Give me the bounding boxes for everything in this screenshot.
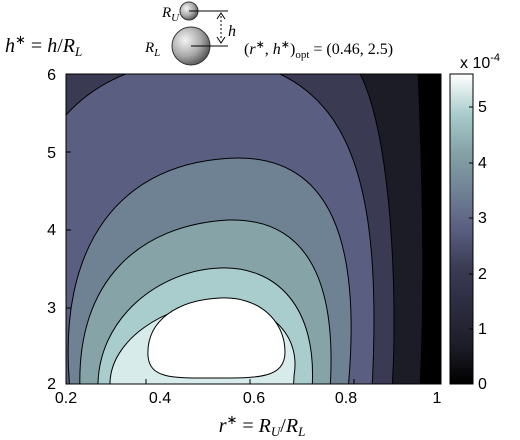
upper-sphere-label: RU	[161, 5, 180, 24]
x-tick-label: 0.6	[243, 390, 265, 407]
y-tick-label: 3	[47, 300, 56, 317]
y-tick-labels: 2 3 4 5 6	[47, 67, 56, 393]
colorbar-scale	[449, 73, 474, 385]
axis-tick-marks	[66, 151, 355, 384]
plot-frame	[65, 73, 442, 385]
colorbar-tick-label: 5	[478, 99, 487, 116]
separation-arrow-head-top	[216, 12, 226, 20]
y-tick-label: 5	[47, 145, 56, 162]
x-tick-labels: 0.2 0.4 0.6 0.8 1	[55, 390, 442, 407]
colorbar-exponent: -4	[490, 52, 500, 64]
x-tick-label: 1	[433, 390, 442, 407]
colorbar-tick-label: 2	[478, 266, 487, 283]
colorbar-tick-label: 4	[478, 155, 487, 172]
colorbar-multiplier: x 10-4	[460, 52, 500, 72]
y-tick-label: 4	[47, 222, 56, 239]
contour-level-8	[147, 297, 286, 379]
colorbar-tick-label: 1	[478, 321, 487, 338]
y-tick-label: 6	[47, 67, 56, 84]
colorbar-tick-marks	[469, 106, 473, 330]
x-tick-label: 0.8	[335, 390, 357, 407]
colorbar: 0 1 2 3 4 5 x 10-4	[449, 52, 500, 393]
y-axis-label: h∗ = h/RL	[5, 32, 82, 59]
x-tick-label: 0.4	[149, 390, 171, 407]
x-axis-label: r∗ = RU/RL	[219, 412, 306, 439]
y-tick-label: 2	[47, 376, 56, 393]
x-tick-label: 0.2	[55, 390, 77, 407]
lower-sphere-label: RL	[144, 40, 160, 59]
separation-label: h	[228, 23, 236, 40]
colorbar-tick-label: 3	[478, 210, 487, 227]
optimum-annotation: (r∗, h∗)opt = (0.46, 2.5)	[244, 39, 393, 61]
colorbar-tick-label: 0	[478, 376, 487, 393]
separation-arrow-head-bottom	[216, 36, 226, 44]
contour-plot-area	[66, 74, 441, 384]
geometry-inset: RU RL h	[144, 1, 236, 66]
